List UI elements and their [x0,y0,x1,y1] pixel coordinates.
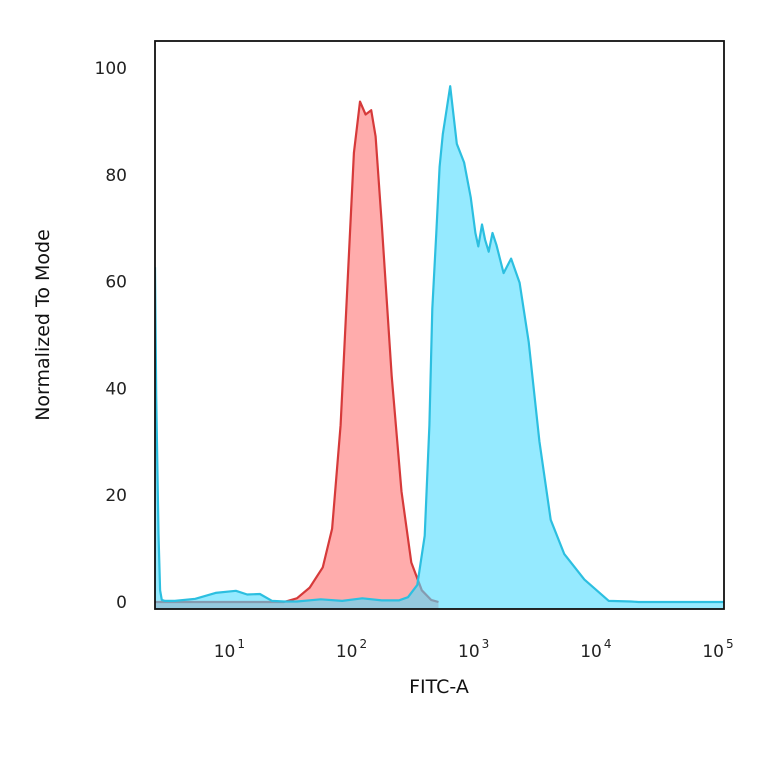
y-axis-ticks: 0 20 40 60 80 100 [95,59,127,613]
x-axis-ticks: 10 1 10 2 10 3 10 4 10 5 [214,637,734,662]
y-tick-label: 100 [95,59,127,79]
y-tick-label: 80 [105,166,127,186]
x-tick-label: 10 3 [458,637,489,662]
x-tick-label: 10 4 [580,637,611,662]
series-layer [155,85,724,609]
control-histogram-line [155,100,439,604]
sample-histogram-fill [155,86,724,609]
y-tick-label: 60 [105,273,127,293]
x-axis-title: FITC-A [409,676,469,698]
y-axis-title: Normalized To Mode [32,229,54,421]
x-tick-label: 10 2 [336,637,367,662]
plot-frame [154,40,725,610]
x-tick-label: 10 1 [214,637,245,662]
x-tick-label: 10 5 [702,637,733,662]
control-histogram-fill [155,101,439,609]
sample-histogram-line [155,85,724,604]
y-tick-label: 20 [105,486,127,506]
y-tick-label: 0 [116,593,127,613]
y-tick-label: 40 [105,379,127,399]
